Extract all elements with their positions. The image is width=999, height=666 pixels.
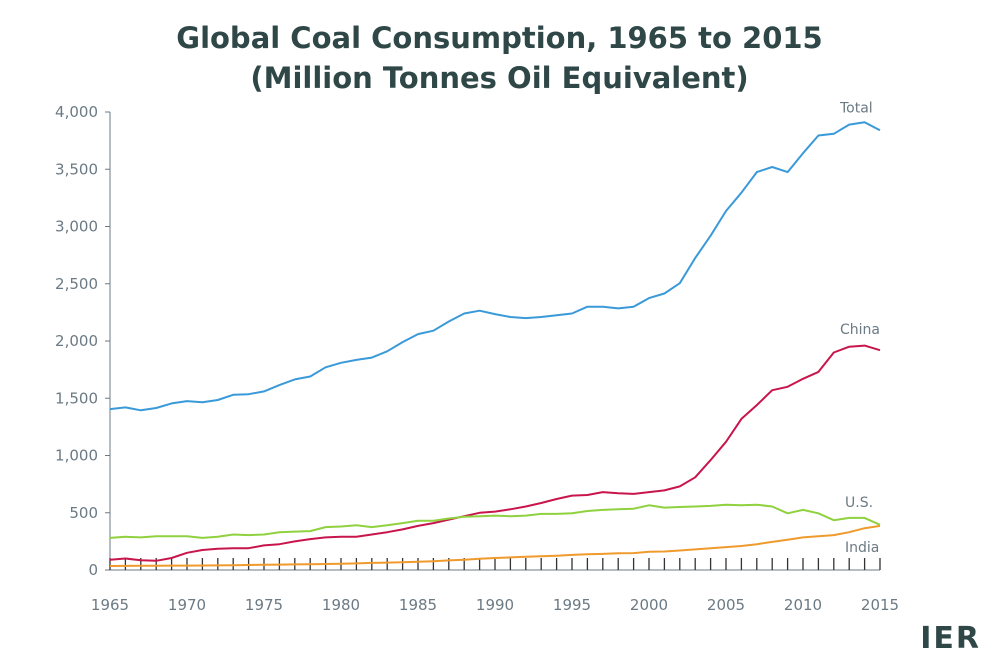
y-tick-label: 1,000 [55, 447, 98, 465]
series-labels: Total China U.S. India [839, 100, 880, 556]
series-line-us [109, 503, 881, 539]
y-tick-label: 2,500 [55, 275, 98, 293]
axes: 0 500 1,000 1,500 2,000 2,500 3,000 3,500 4,000 1… [55, 103, 899, 614]
y-tick-label: 3,000 [55, 218, 98, 236]
series-line-china [109, 344, 881, 562]
chart-title-line2: (Million Tonnes Oil Equivalent) [250, 61, 749, 95]
series-lines [109, 121, 881, 567]
x-tick-label: 2010 [784, 596, 822, 614]
x-tick-label: 2000 [630, 596, 668, 614]
ier-logo: IER [920, 621, 981, 656]
y-tick-label: 2,000 [55, 332, 98, 350]
x-tick-label: 1980 [322, 596, 360, 614]
x-tick-label: 1975 [245, 596, 283, 614]
y-tick-label: 4,000 [55, 103, 98, 121]
chart-title-line1: Global Coal Consumption, 1965 to 2015 [176, 21, 823, 55]
y-tick-label: 3,500 [55, 160, 98, 178]
series-label-total: Total [839, 100, 873, 116]
x-tick-label: 1995 [553, 596, 591, 614]
y-tick-label: 0 [88, 561, 98, 579]
series-line-india [109, 524, 881, 567]
x-tick-label: 2015 [861, 596, 899, 614]
series-label-china: China [840, 322, 880, 338]
x-tick-label: 1990 [476, 596, 514, 614]
y-tick-label: 500 [69, 504, 98, 522]
x-tick-label: 1985 [399, 596, 437, 614]
series-label-us: U.S. [845, 495, 873, 511]
x-tick-label: 2005 [707, 596, 745, 614]
series-line-total [109, 121, 881, 412]
x-tick-label: 1965 [91, 596, 129, 614]
y-tick-label: 1,500 [55, 389, 98, 407]
series-label-india: India [845, 540, 879, 556]
x-tick-label: 1970 [168, 596, 206, 614]
